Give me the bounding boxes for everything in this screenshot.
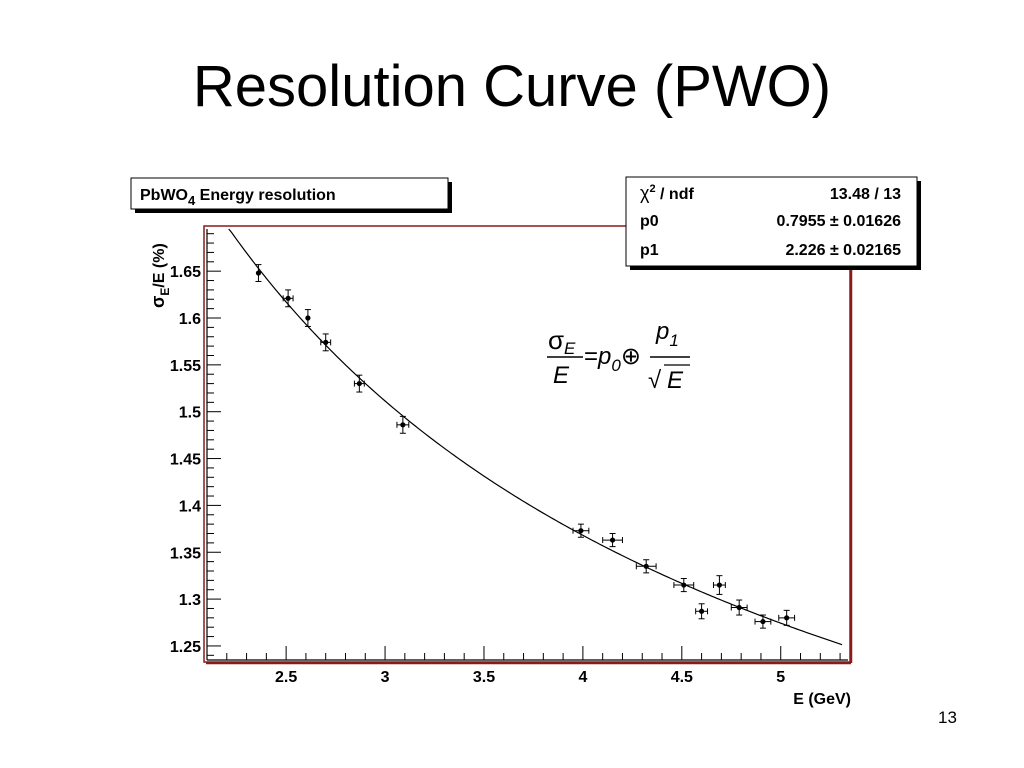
- formula-p1-p: p: [655, 318, 669, 345]
- formula-sigma-symbol: σ: [548, 325, 564, 355]
- data-point: [353, 374, 365, 393]
- y-label-rest: /E (%): [151, 243, 168, 287]
- data-point: [572, 523, 590, 538]
- point-marker: [578, 528, 584, 534]
- data-point: [396, 415, 410, 434]
- stats-p1-label: p1: [640, 242, 659, 259]
- data-point: [602, 533, 623, 548]
- x-tick-label: 4.5: [671, 669, 693, 686]
- y-label-sub: E: [158, 288, 172, 296]
- data-point: [304, 309, 311, 327]
- x-tick-label: 2.5: [275, 669, 297, 686]
- stats-chi-rest: / ndf: [656, 186, 695, 203]
- chart-title-rest: Energy resolution: [195, 187, 335, 204]
- data-point: [778, 609, 796, 626]
- y-tick-label: 1.55: [170, 358, 201, 375]
- resolution-formula: σE E =p0⊕ p1 √ E: [547, 318, 690, 394]
- y-tick-label: 1.3: [179, 592, 201, 609]
- point-marker: [609, 537, 616, 543]
- formula-sigma: σE: [548, 325, 576, 358]
- point-marker: [784, 615, 790, 621]
- slide-title: Resolution Curve (PWO): [192, 54, 832, 119]
- data-point: [712, 575, 726, 595]
- slide-number: 13: [938, 708, 957, 727]
- stats-chi-symbol: χ: [640, 183, 650, 203]
- point-marker: [681, 582, 687, 588]
- formula-sigma-sub: E: [564, 339, 576, 358]
- y-axis-label: σE/E (%): [148, 243, 172, 308]
- chart-title-base: PbWO: [140, 187, 188, 204]
- stats-chi2-value: 13.48 / 13: [830, 186, 901, 203]
- point-marker: [716, 582, 723, 588]
- formula-sqrt-arg: E: [667, 367, 684, 394]
- y-tick-label: 1.45: [170, 452, 201, 469]
- formula-oplus: ⊕: [621, 343, 641, 370]
- formula-p1: p1: [655, 318, 679, 350]
- y-tick-label: 1.25: [170, 639, 201, 656]
- stats-p0-value: 0.7955 ± 0.01626: [777, 213, 902, 230]
- formula-eq: =: [584, 343, 598, 370]
- point-marker: [285, 295, 291, 301]
- x-ticks: [226, 646, 841, 660]
- y-label-sigma: σ: [148, 296, 168, 308]
- formula-rhs: =p0⊕: [584, 343, 641, 375]
- formula-p1-sub: 1: [669, 331, 678, 350]
- stats-chi-sup: 2: [649, 183, 655, 195]
- chart-title: PbWO4 Energy resolution: [140, 187, 336, 208]
- data-point: [255, 264, 262, 282]
- point-marker: [323, 339, 329, 345]
- y-tick-label: 1.4: [179, 498, 201, 515]
- point-marker: [255, 270, 262, 276]
- formula-den-e: E: [553, 362, 570, 389]
- x-tick-label: 3.5: [473, 669, 495, 686]
- title-box: [130, 177, 449, 210]
- y-tick-label: 1.6: [179, 311, 201, 328]
- y-tick-label: 1.5: [179, 405, 201, 422]
- point-marker: [760, 618, 766, 625]
- formula-p: p: [597, 343, 611, 370]
- data-points: [255, 264, 796, 629]
- data-point: [695, 603, 709, 620]
- y-tick-label: 1.65: [170, 264, 201, 281]
- chart-title-sub: 4: [188, 193, 196, 208]
- y-tick-label: 1.35: [170, 545, 201, 562]
- stats-p1-value: 2.226 ± 0.02165: [785, 242, 901, 259]
- data-point: [754, 614, 772, 629]
- data-point: [730, 599, 748, 616]
- data-point: [282, 289, 294, 308]
- point-marker: [400, 422, 406, 428]
- stats-box: [625, 176, 918, 267]
- y-ticks: [207, 233, 221, 656]
- x-tick-labels: 2.5 3 3.5 4 4.5 5: [275, 669, 785, 686]
- x-tick-label: 5: [776, 669, 785, 686]
- stats-p0-label: p0: [640, 213, 659, 230]
- point-marker: [643, 563, 649, 569]
- y-tick-labels: 1.25 1.3 1.35 1.4 1.45 1.5 1.55 1.6 1.65: [170, 264, 201, 656]
- point-marker: [698, 608, 705, 614]
- x-tick-label: 4: [578, 669, 587, 686]
- formula-p0-sub: 0: [611, 356, 621, 375]
- x-axis-label: E (GeV): [793, 691, 851, 708]
- data-point: [320, 333, 332, 352]
- fit-curve: [228, 228, 843, 646]
- stats-chi2-label: χ2 / ndf: [640, 183, 694, 203]
- point-marker: [736, 604, 742, 611]
- x-tick-label: 3: [381, 669, 390, 686]
- data-point: [673, 577, 695, 593]
- point-marker: [305, 315, 311, 321]
- point-marker: [356, 380, 362, 387]
- data-point: [635, 559, 657, 574]
- plot-frame: [203, 225, 851, 663]
- formula-sqrt-symbol: √: [648, 367, 662, 394]
